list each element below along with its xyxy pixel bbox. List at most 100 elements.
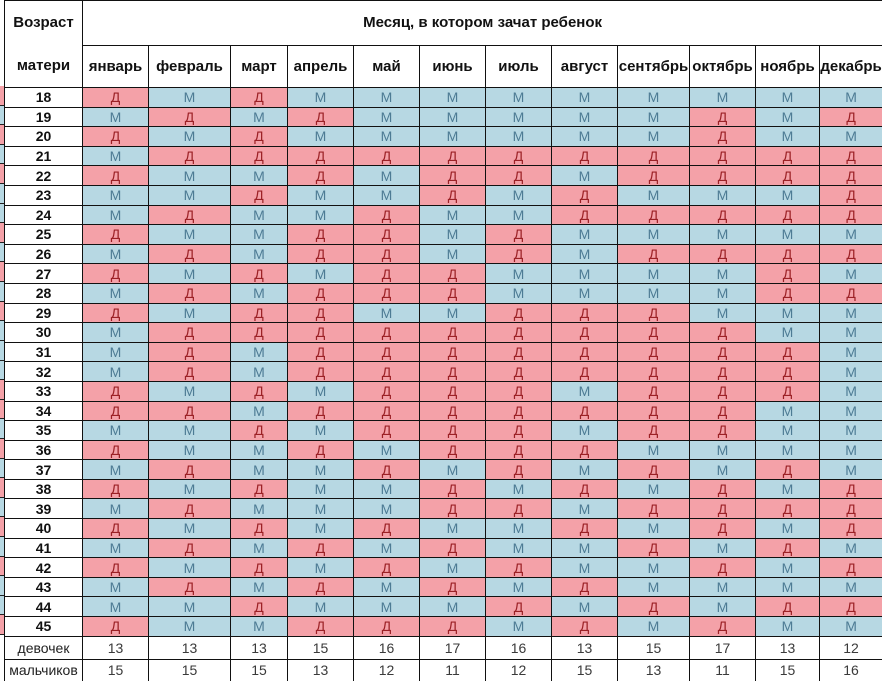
table-row: 20 Д М Д М М М М М М Д М М [4,126,882,147]
boy-cell: М [230,243,288,265]
boys-total-count: 15 [230,658,288,681]
boy-cell: М [818,420,882,441]
boy-cell: М [287,518,354,539]
girl-cell: Д [287,439,354,461]
boy-cell: М [230,204,288,226]
girl-cell: Д [148,537,231,559]
header-title-row: Возраст матери Месяц, в котором зачат ре… [4,0,882,88]
boy-cell: М [148,518,231,539]
boy-cell: М [617,518,690,539]
boy-cell: М [353,184,420,206]
age-cell: 29 [4,302,83,324]
girl-cell: Д [551,145,618,167]
age-cell: 27 [4,263,83,284]
boys-total-count: 13 [287,658,354,681]
boy-cell: М [82,537,149,559]
girl-cell: Д [230,263,288,284]
age-header-line2: матери [16,57,71,74]
girl-cell: Д [485,420,552,441]
girl-cell: Д [617,361,690,382]
girl-cell: Д [230,478,288,500]
girl-cell: Д [689,518,756,539]
girl-cell: Д [617,400,690,422]
month-header-2: февраль [148,44,231,88]
girl-cell: Д [617,498,690,520]
girl-cell: Д [353,243,420,265]
age-cell: 30 [4,322,83,343]
boy-cell: М [551,263,618,284]
girl-cell: Д [148,498,231,520]
boy-cell: М [287,420,354,441]
edge-strip [0,144,4,165]
boy-cell: М [485,106,552,128]
edge-strip [0,419,4,439]
girls-total-label: девочек [4,635,83,660]
boy-cell: М [82,361,149,382]
girl-cell: Д [755,145,820,167]
girls-total-count: 13 [148,635,231,660]
girl-cell: Д [551,361,618,382]
girls-total-count: 17 [419,635,486,660]
boy-cell: М [755,616,820,637]
girl-cell: Д [82,302,149,324]
boy-cell: М [82,145,149,167]
boy-cell: М [689,537,756,559]
girl-cell: Д [818,204,882,226]
girl-cell: Д [485,557,552,578]
girls-total-row: девочек 13 13 13 15 16 17 16 13 15 17 13 12 [4,635,882,660]
age-cell: 41 [4,537,83,559]
table-row: 38 Д М Д М М Д М Д М Д М Д [4,478,882,500]
boy-cell: М [353,439,420,461]
boy-cell: М [148,439,231,461]
month-header-6: июнь [419,44,486,88]
boys-total-count: 12 [485,658,552,681]
boys-total-label: мальчиков [4,658,83,681]
girl-cell: Д [689,165,756,186]
age-cell: 44 [4,596,83,618]
girl-cell: Д [82,263,149,284]
edge-strip [0,478,4,498]
month-header-9: сентябрь [617,44,690,88]
edge-strip [0,125,4,145]
girl-cell: Д [485,341,552,363]
table-row: 42 Д М Д М Д М Д М М Д М Д [4,557,882,578]
boy-cell: М [148,263,231,284]
girl-cell: Д [419,420,486,441]
boy-cell: М [818,126,882,147]
girl-cell: Д [287,361,354,382]
girl-cell: Д [689,361,756,382]
girl-cell: Д [287,165,354,186]
boys-total-count: 16 [818,658,882,681]
boy-cell: М [755,87,820,108]
boy-cell: М [148,420,231,441]
boys-total-count: 15 [148,658,231,681]
boy-cell: М [818,400,882,422]
edge-strip [0,497,4,518]
boy-cell: М [353,537,420,559]
girl-cell: Д [419,439,486,461]
boy-cell: М [755,224,820,245]
boy-cell: М [617,439,690,461]
month-header-4: апрель [287,44,354,88]
girls-total-count: 13 [551,635,618,660]
boy-cell: М [818,87,882,108]
girl-cell: Д [485,400,552,422]
age-header-line1: Возраст [13,14,74,31]
boy-cell: М [419,243,486,265]
girl-cell: Д [353,263,420,284]
age-cell: 35 [4,420,83,441]
girl-cell: Д [551,341,618,363]
table-row: 41 М Д М Д М Д М М Д М Д М [4,537,882,559]
boy-cell: М [287,126,354,147]
months-title: Месяц, в котором зачат ребенок [81,0,882,46]
table-row: 33 Д М Д М Д Д Д М Д Д Д М [4,380,882,402]
age-cell: 34 [4,400,83,422]
boy-cell: М [689,439,756,461]
girl-cell: Д [230,126,288,147]
girl-cell: Д [617,380,690,402]
edge-strip [0,399,4,420]
girl-cell: Д [287,400,354,422]
girl-cell: Д [689,498,756,520]
table-row: 35 М М Д М Д Д Д М Д Д М М [4,420,882,441]
